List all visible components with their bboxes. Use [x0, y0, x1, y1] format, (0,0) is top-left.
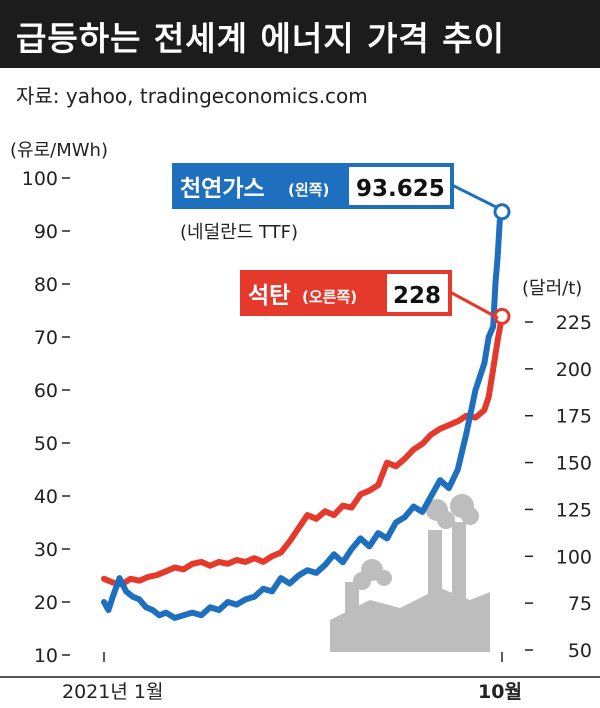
gas-callout: 천연가스 (왼쪽) 93.625	[172, 163, 499, 210]
right-tick-label: 150	[556, 453, 592, 475]
coal-callout-note: (오른쪽)	[302, 288, 357, 306]
x-tick-label-end: 10월	[478, 681, 522, 703]
left-tick-label: 80	[34, 274, 58, 296]
coal-callout-name: 석탄	[248, 283, 290, 309]
right-axis: 50 75 100 125 150 175 200 225	[525, 312, 592, 662]
left-tick-label: 90	[34, 221, 58, 243]
series-line-gas	[101, 208, 505, 621]
left-axis: 10 20 30 40 50 60 70 80 90 100	[22, 168, 70, 667]
right-tick-label: 50	[568, 640, 592, 662]
gas-sub-label: (네덜란드 TTF)	[180, 222, 298, 243]
coal-callout: 석탄 (오른쪽) 228	[240, 270, 499, 320]
left-axis-unit: (유로/MWh)	[10, 140, 108, 161]
gas-callout-name: 천연가스	[180, 176, 265, 202]
right-tick-label: 200	[556, 359, 592, 381]
right-axis-unit: (달러/t)	[522, 278, 582, 299]
right-tick-label: 100	[556, 546, 592, 568]
left-tick-label: 20	[34, 592, 58, 614]
x-tick-label-start: 2021년 1월	[62, 681, 163, 703]
factory-icon	[330, 494, 490, 652]
left-tick-label: 70	[34, 327, 58, 349]
right-tick-label: 175	[556, 406, 592, 428]
header-bar: 급등하는 전세계 에너지 가격 추이	[0, 0, 600, 68]
coal-callout-value: 228	[393, 283, 441, 309]
right-tick-label: 225	[556, 312, 592, 334]
source-note: 자료: yahoo, tradingeconomics.com	[16, 84, 368, 108]
series-line-coal	[101, 313, 505, 588]
gas-callout-value: 93.625	[356, 176, 445, 202]
left-tick-label: 50	[34, 433, 58, 455]
left-tick-label: 10	[34, 645, 58, 667]
left-tick-label: 100	[22, 168, 58, 190]
right-tick-label: 125	[556, 499, 592, 521]
gas-callout-note: (왼쪽)	[288, 181, 329, 199]
left-tick-label: 30	[34, 539, 58, 561]
gas-end-marker	[493, 203, 511, 221]
left-tick-label: 40	[34, 486, 58, 508]
page-title: 급등하는 전세계 에너지 가격 추이	[16, 19, 505, 58]
right-tick-label: 75	[568, 593, 592, 615]
left-tick-label: 60	[34, 380, 58, 402]
